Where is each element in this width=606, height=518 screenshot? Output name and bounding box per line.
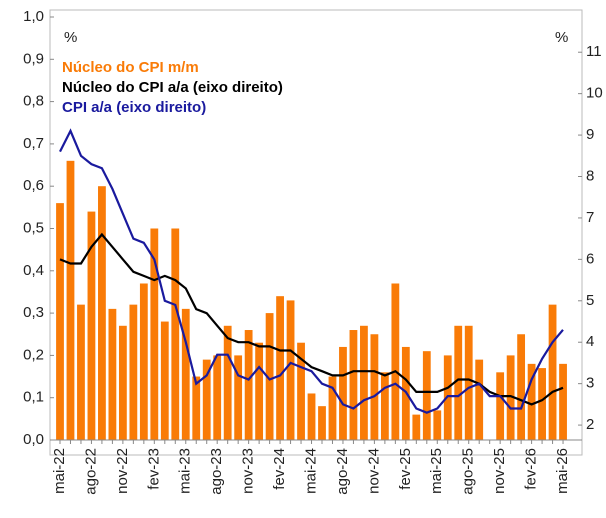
x-tick-label: fev-24 — [271, 448, 288, 490]
x-tick-label: nov-23 — [240, 448, 257, 494]
x-tick-label: ago-23 — [208, 448, 225, 495]
y-tick-label: 0,5 — [23, 219, 44, 236]
x-tick-label: nov-22 — [114, 448, 131, 494]
bar — [244, 330, 253, 440]
line — [59, 128, 564, 414]
bar — [171, 228, 180, 440]
bar — [454, 325, 463, 440]
y2-tick-label: 9 — [586, 126, 594, 143]
bar — [223, 325, 232, 440]
x-tick-label: mai-22 — [51, 448, 68, 494]
bar — [139, 283, 148, 440]
x-tick-label: fev-25 — [397, 448, 414, 490]
bar — [276, 296, 284, 440]
bar — [517, 334, 526, 440]
bar — [98, 186, 106, 440]
y-tick-label: 0,4 — [23, 262, 44, 279]
bar — [422, 351, 431, 440]
bar — [234, 355, 243, 440]
bar — [496, 372, 505, 440]
bar — [318, 406, 326, 440]
y2-tick-label: 10 — [586, 85, 603, 102]
bar — [213, 355, 222, 440]
bar — [108, 308, 117, 440]
bar — [506, 355, 515, 440]
legend-entry: Núcleo do CPI m/m — [62, 59, 199, 76]
plot-frame — [49, 9, 583, 456]
bar — [538, 368, 546, 440]
bar — [286, 300, 295, 440]
bar — [202, 359, 211, 440]
y-tick-label: 0,6 — [23, 177, 44, 194]
bar — [255, 342, 264, 440]
bar — [349, 330, 358, 440]
bar — [475, 359, 484, 440]
bar — [150, 228, 159, 440]
x-tick-label: ago-22 — [82, 448, 99, 495]
bar — [129, 304, 138, 440]
x-tick-label: mai-26 — [554, 448, 571, 494]
bar — [56, 203, 64, 440]
bar — [192, 376, 201, 440]
bar — [265, 313, 274, 440]
bar — [370, 334, 379, 440]
bar — [328, 376, 337, 440]
legend-entry: Núcleo do CPI a/a (eixo direito) — [62, 79, 283, 96]
x-tick-label: fev-23 — [145, 448, 162, 490]
x-tick-label: ago-25 — [460, 448, 477, 495]
bar — [160, 321, 169, 440]
bar — [360, 325, 368, 440]
bar — [66, 160, 75, 440]
bar — [464, 325, 473, 440]
bar — [433, 410, 442, 440]
y2-tick-label: 5 — [586, 292, 594, 309]
x-tick-label: fev-26 — [523, 448, 540, 490]
y-tick-label: 0,0 — [23, 431, 44, 448]
x-tick-label: nov-24 — [365, 448, 382, 494]
x-tick-label: mai-24 — [302, 448, 319, 494]
bar — [339, 346, 347, 440]
bar — [77, 304, 85, 440]
x-tick-label: mai-23 — [177, 448, 194, 494]
y2-tick-label: 4 — [586, 333, 594, 350]
y-tick-label: 0,7 — [23, 135, 44, 152]
bar — [548, 304, 557, 440]
y2-tick-label: 8 — [586, 167, 594, 184]
y-tick-label: 0,1 — [23, 389, 44, 406]
y-tick-label: 0,2 — [23, 346, 44, 363]
y2-tick-label: 6 — [586, 250, 594, 267]
y2-tick-label: 3 — [586, 375, 594, 392]
x-tick-label: ago-24 — [334, 448, 351, 495]
y-tick-label: 1,0 — [23, 8, 44, 25]
bar — [118, 325, 127, 440]
x-tick-label: mai-25 — [428, 448, 445, 494]
bar — [380, 372, 389, 440]
y-unit: % — [64, 29, 77, 46]
y2-tick-label: 7 — [586, 209, 594, 226]
bar — [297, 342, 305, 440]
bar — [559, 363, 567, 440]
legend-entry: CPI a/a (eixo direito) — [62, 99, 206, 116]
y2-tick-label: 2 — [586, 416, 594, 433]
y-tick-label: 0,8 — [23, 93, 44, 110]
bar — [412, 414, 421, 440]
y2-tick-label: 11 — [586, 43, 602, 60]
y2-unit: % — [555, 29, 568, 46]
bar — [181, 308, 190, 440]
bar — [391, 283, 400, 440]
bar — [307, 393, 316, 440]
bar — [87, 211, 96, 440]
y-tick-label: 0,9 — [23, 50, 44, 67]
bar — [527, 363, 536, 440]
x-tick-label: nov-25 — [491, 448, 508, 494]
y-tick-label: 0,3 — [23, 304, 44, 321]
